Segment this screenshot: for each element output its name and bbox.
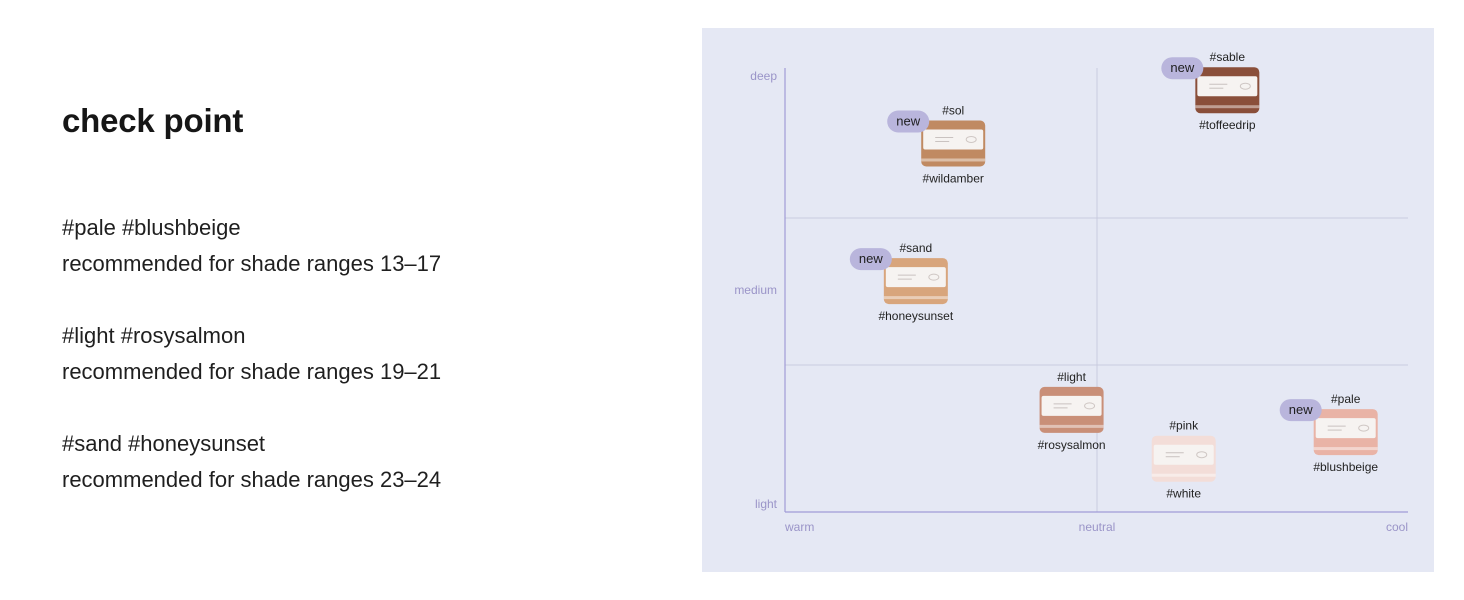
new-badge: new bbox=[1161, 57, 1204, 80]
recommendation-tags: #sand #honeysunset bbox=[62, 431, 266, 456]
recommendation-item: #sand #honeysunset recommended for shade… bbox=[62, 426, 441, 498]
grid-lines bbox=[785, 68, 1408, 512]
product-bottom-label: #white bbox=[1166, 487, 1201, 501]
product-marker: #light #rosysalmon bbox=[1038, 370, 1106, 452]
product-top-label: #sable bbox=[1210, 50, 1246, 64]
new-badge-pill bbox=[1279, 399, 1322, 422]
jar-icon bbox=[1151, 435, 1216, 482]
axes bbox=[784, 68, 1408, 513]
jar-label bbox=[885, 267, 946, 288]
jar-label bbox=[1041, 395, 1102, 416]
x-axis-label: cool bbox=[1386, 520, 1408, 534]
jar-rim bbox=[921, 158, 986, 162]
new-badge: new bbox=[887, 110, 930, 133]
recommendation-text: recommended for shade ranges 13–17 bbox=[62, 251, 442, 276]
jar-rim bbox=[883, 296, 948, 300]
axis-labels: light medium deep warm neutral cool bbox=[734, 69, 1408, 534]
shade-map: light medium deep warm neutral cool #sol #wild… bbox=[734, 50, 1408, 534]
recommendation-text: recommended for shade ranges 19–21 bbox=[62, 359, 442, 384]
jar-logo bbox=[965, 135, 977, 143]
shade-map-panel: light medium deep warm neutral cool #sol #wild… bbox=[702, 28, 1434, 572]
new-badge-label: new bbox=[1289, 402, 1313, 417]
new-badge: new bbox=[849, 248, 892, 271]
new-badge-label: new bbox=[896, 113, 920, 128]
product-top-label: #light bbox=[1057, 370, 1086, 384]
y-axis-label: deep bbox=[750, 69, 777, 83]
jar-rim bbox=[1039, 424, 1104, 428]
product-marker: #sand #honeysunset new bbox=[849, 241, 954, 323]
jar-icon bbox=[1039, 386, 1104, 433]
x-axis-label: neutral bbox=[1079, 520, 1116, 534]
recommendation-tags: #light #rosysalmon bbox=[62, 323, 246, 348]
jar-icon bbox=[1195, 67, 1260, 114]
jar-icon bbox=[921, 120, 986, 167]
jar-label bbox=[1315, 418, 1376, 439]
jar-label bbox=[923, 129, 984, 150]
jar-rim bbox=[1195, 105, 1260, 109]
jar-label bbox=[1153, 444, 1214, 465]
jar-logo bbox=[1239, 82, 1251, 90]
product-marker: #pink #white bbox=[1151, 419, 1216, 501]
product-bottom-label: #wildamber bbox=[923, 171, 984, 185]
recommendation-item: #light #rosysalmon recommended for shade… bbox=[62, 318, 441, 390]
product-top-label: #sand bbox=[899, 241, 932, 255]
jar-logo bbox=[1196, 451, 1208, 459]
products: #sol#wildambernew#sable#toffeedripnew#sa… bbox=[849, 50, 1378, 501]
product-bottom-label: #honeysunset bbox=[878, 309, 953, 323]
product-marker: #pale #blushbeige new bbox=[1279, 392, 1378, 474]
x-axis-label: warm bbox=[784, 520, 814, 534]
jar-rim bbox=[1313, 447, 1378, 451]
new-badge-pill bbox=[887, 110, 930, 133]
product-top-label: #pale bbox=[1331, 392, 1361, 406]
product-marker: #sable #toffeedrip new bbox=[1161, 50, 1260, 132]
new-badge-label: new bbox=[859, 251, 883, 266]
jar-icon bbox=[1313, 409, 1378, 456]
new-badge: new bbox=[1279, 399, 1322, 422]
jar-label bbox=[1197, 76, 1258, 97]
page-heading: check point bbox=[62, 102, 244, 139]
product-bottom-label: #rosysalmon bbox=[1038, 438, 1106, 452]
product-bottom-label: #blushbeige bbox=[1313, 460, 1378, 474]
product-bottom-label: #toffeedrip bbox=[1199, 118, 1256, 132]
recommendation-item: #pale #blushbeige recommended for shade … bbox=[62, 210, 441, 282]
product-marker: #sol #wildamber new bbox=[887, 103, 986, 185]
new-badge-pill bbox=[1161, 57, 1204, 80]
product-top-label: #pink bbox=[1169, 419, 1199, 433]
recommendation-tags: #pale #blushbeige bbox=[62, 215, 241, 240]
new-badge-pill bbox=[849, 248, 892, 271]
new-badge-label: new bbox=[1170, 60, 1194, 75]
jar-logo bbox=[1084, 402, 1096, 410]
y-axis-label: light bbox=[755, 497, 778, 511]
recommendation-text: recommended for shade ranges 23–24 bbox=[62, 467, 442, 492]
jar-icon bbox=[883, 258, 948, 305]
product-top-label: #sol bbox=[942, 103, 964, 117]
jar-rim bbox=[1151, 473, 1216, 477]
jar-logo bbox=[928, 273, 940, 281]
y-axis-label: medium bbox=[734, 283, 777, 297]
jar-logo bbox=[1358, 424, 1370, 432]
